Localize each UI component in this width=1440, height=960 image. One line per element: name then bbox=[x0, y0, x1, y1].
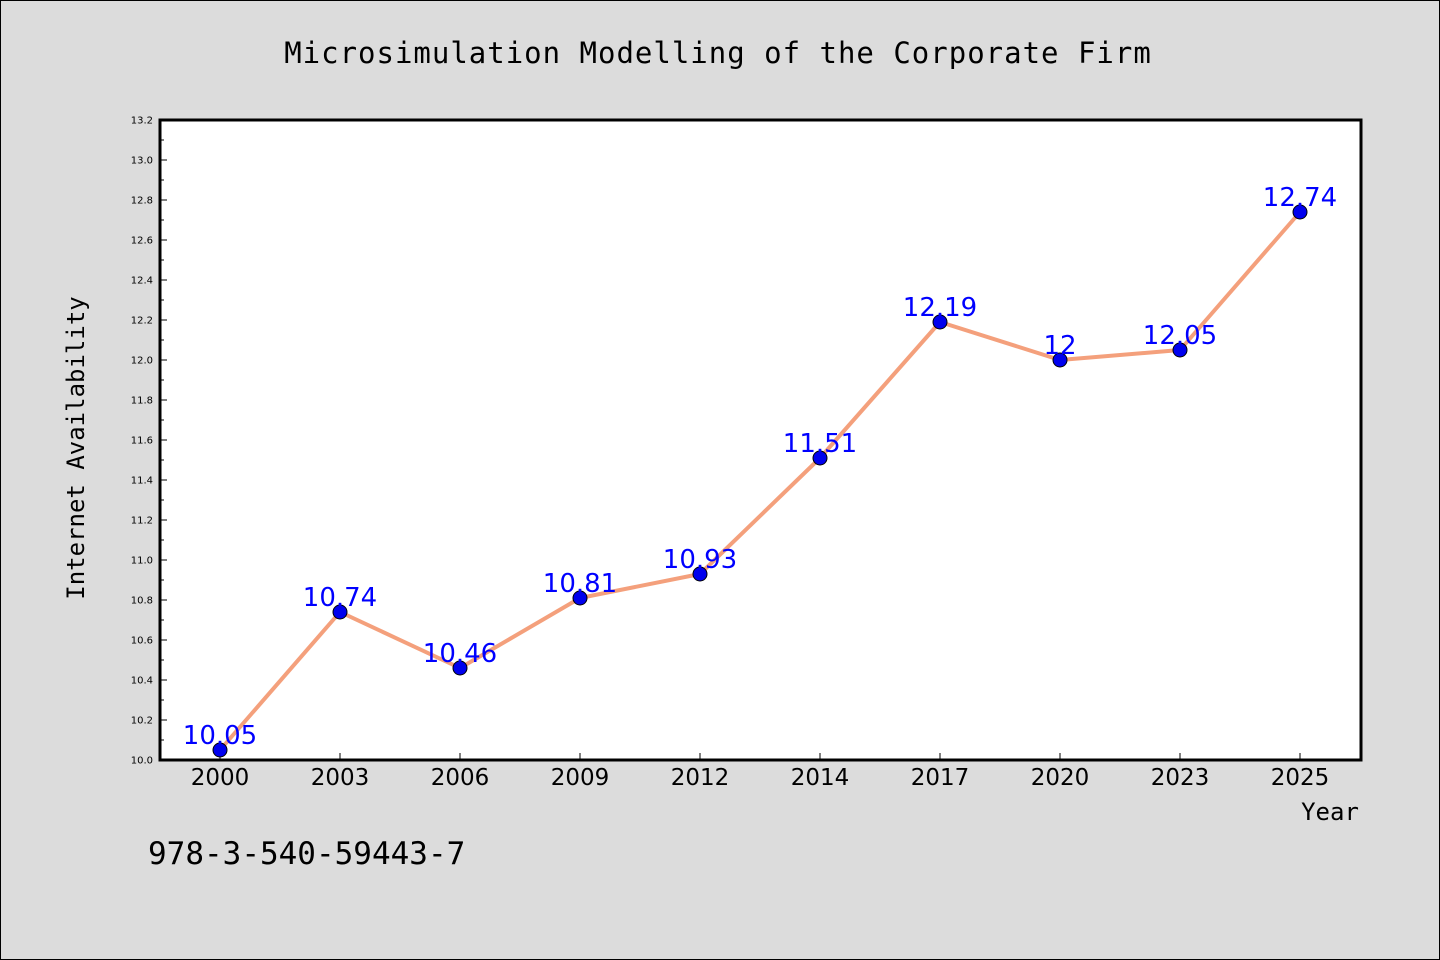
x-axis-label: Year bbox=[1301, 798, 1359, 826]
y-tick-label: 10.0 bbox=[131, 756, 153, 767]
data-point bbox=[452, 660, 468, 676]
y-tick-label: 12.6 bbox=[131, 236, 153, 247]
x-tick-label: 2014 bbox=[791, 765, 850, 791]
series-line bbox=[218, 210, 1302, 752]
x-tick-label: 2020 bbox=[1031, 765, 1090, 791]
data-point bbox=[1292, 204, 1308, 220]
y-tick-label: 11.0 bbox=[131, 556, 153, 567]
data-point bbox=[572, 590, 588, 606]
y-tick-label: 11.8 bbox=[131, 396, 153, 407]
x-tick-label: 2017 bbox=[911, 765, 970, 791]
plot-border bbox=[158, 118, 1363, 762]
y-tick-label: 11.4 bbox=[131, 476, 153, 487]
y-tick-label: 12.2 bbox=[131, 316, 153, 327]
chart-title: Microsimulation Modelling of the Corpora… bbox=[284, 36, 1152, 70]
y-tick-label: 10.8 bbox=[131, 596, 153, 607]
y-tick-label: 12.0 bbox=[131, 356, 153, 367]
data-point bbox=[332, 604, 348, 620]
y-axis: 10.0 10.2 10.4 10.6 10.8 11.0 11.2 11.4 11.6 11.8… bbox=[131, 116, 167, 767]
x-axis: 2000 2003 2006 2009 2012 2014 2017 2020 2023 2025 bbox=[191, 753, 1330, 791]
footnote: 978-3-540-59443-7 bbox=[148, 836, 465, 872]
data-label: 12.05 bbox=[1143, 321, 1217, 351]
data-label: 10.05 bbox=[183, 721, 257, 751]
data-point bbox=[212, 742, 228, 758]
data-label: 11.51 bbox=[783, 429, 857, 459]
x-tick-label: 2025 bbox=[1271, 765, 1330, 791]
x-tick-label: 2000 bbox=[191, 765, 250, 791]
data-label: 10.46 bbox=[423, 639, 497, 669]
y-tick-label: 10.6 bbox=[131, 636, 153, 647]
data-labels: 10.05 10.74 10.46 10.81 10.93 11.51 12.19 12 12.… bbox=[183, 183, 1337, 751]
data-point bbox=[1052, 352, 1068, 368]
series-markers bbox=[212, 204, 1308, 758]
x-tick-label: 2009 bbox=[551, 765, 610, 791]
y-tick-label: 12.8 bbox=[131, 196, 153, 207]
data-label: 10.74 bbox=[303, 583, 377, 613]
y-tick-label: 13.2 bbox=[131, 116, 153, 127]
y-tick-label: 10.2 bbox=[131, 716, 153, 727]
data-label: 10.81 bbox=[543, 569, 617, 599]
x-tick-label: 2006 bbox=[431, 765, 490, 791]
data-point bbox=[692, 566, 708, 582]
data-label: 10.93 bbox=[663, 545, 737, 575]
data-point bbox=[1172, 342, 1188, 358]
data-point bbox=[932, 314, 948, 330]
y-tick-label: 11.2 bbox=[131, 516, 153, 527]
x-tick-label: 2023 bbox=[1151, 765, 1210, 791]
data-label: 12.74 bbox=[1263, 183, 1337, 213]
x-tick-label: 2003 bbox=[311, 765, 370, 791]
x-tick-label: 2012 bbox=[671, 765, 730, 791]
data-label: 12.19 bbox=[903, 293, 977, 323]
y-axis-label: Internet Availability bbox=[62, 296, 90, 599]
y-tick-label: 10.4 bbox=[131, 676, 153, 687]
data-label: 12 bbox=[1043, 331, 1076, 361]
y-tick-label: 12.4 bbox=[131, 276, 153, 287]
y-tick-label: 11.6 bbox=[131, 436, 153, 447]
plot-area bbox=[160, 120, 1361, 760]
y-tick-label: 13.0 bbox=[131, 156, 153, 167]
data-point bbox=[812, 450, 828, 466]
